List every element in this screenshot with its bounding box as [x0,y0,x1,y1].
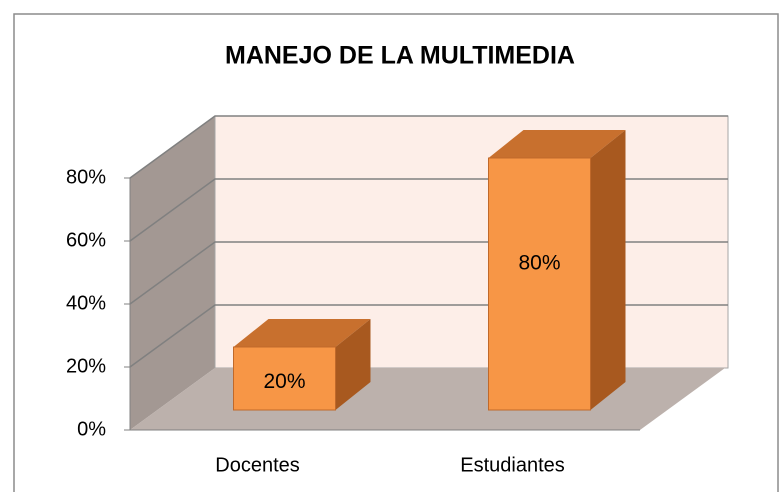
bar-top [488,130,626,158]
y-tick-label: 40% [66,292,106,314]
bar-top [233,319,371,347]
bar-side [590,130,626,410]
x-tick-label: Estudiantes [460,454,565,476]
bar-side [335,319,371,410]
value-label: 20% [263,370,305,393]
bar [488,157,591,411]
y-tick-label: 0% [77,418,106,440]
floor [130,368,725,430]
grid-line [129,115,728,179]
y-tick-label: 60% [66,229,106,251]
bar [233,346,336,411]
value-label: 80% [518,252,560,275]
x-tick-label: Docentes [215,454,300,476]
y-tick-label: 80% [66,166,106,188]
chart-title: MANEJO DE LA MULTIMEDIA [225,42,575,70]
y-tick-label: 20% [66,355,106,377]
